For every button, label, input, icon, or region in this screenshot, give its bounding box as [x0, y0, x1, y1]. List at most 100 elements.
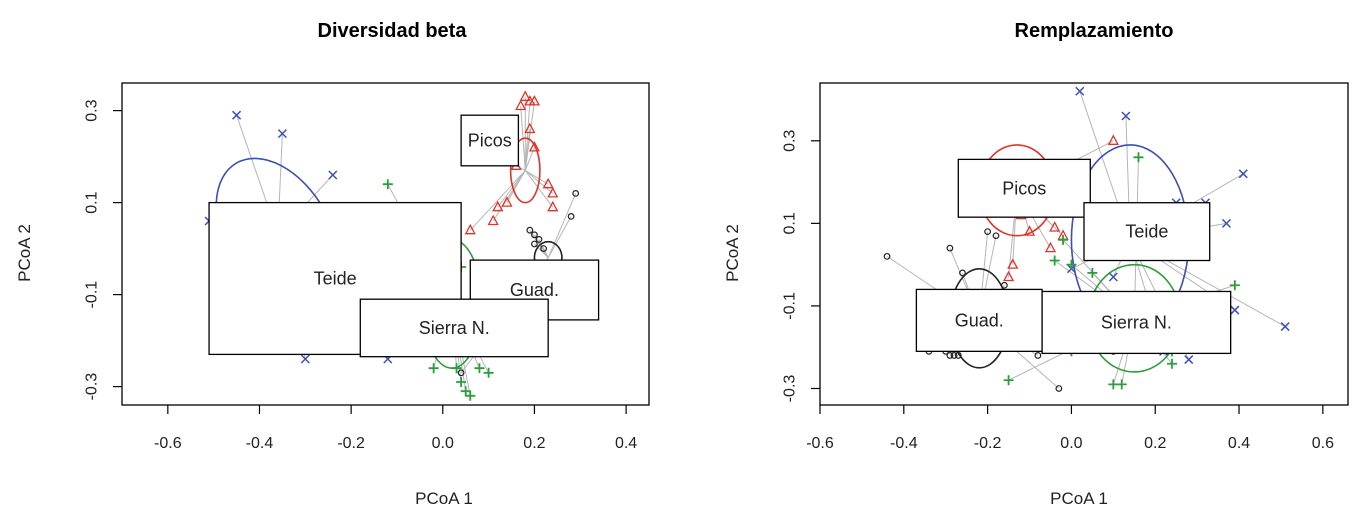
spider-line: [547, 193, 577, 258]
group-label: Teide: [314, 269, 357, 289]
y-tick-label: 0.3: [84, 99, 101, 121]
data-point: [572, 189, 580, 197]
panel-remplazamiento: Remplazamiento PCoA 1 PCoA 2 -0.6 -0.4 -0.…: [723, 20, 1349, 508]
data-point: [1066, 259, 1077, 270]
y-tick-label: 0.1: [84, 191, 101, 213]
data-point: [540, 245, 547, 253]
plot-frame: [121, 82, 650, 406]
data-point: [1023, 225, 1036, 236]
data-point: [515, 99, 527, 111]
group-label-box: [1083, 202, 1211, 262]
group-label: Picos: [468, 131, 512, 151]
spider-line: [525, 169, 549, 185]
data-point: [1034, 352, 1042, 359]
x-tick-label: -0.4: [246, 435, 274, 452]
data-point: [1108, 379, 1119, 390]
data-point: [883, 252, 891, 260]
data-point: [483, 367, 494, 378]
data-point: [465, 390, 476, 401]
data-point: [1116, 379, 1127, 390]
x-tick-label: -0.6: [154, 435, 182, 452]
data-point: [1221, 218, 1232, 228]
group-ellipse: [509, 137, 541, 204]
spider-line: [524, 128, 531, 171]
x-axis-label: PCoA 1: [415, 489, 473, 508]
data-point: [1108, 272, 1118, 282]
y-tick-label: 0.1: [782, 212, 799, 234]
data-point: [428, 363, 439, 374]
panel-diversidad-beta: Diversidad beta PCoA 1 PCoA 2 -0.6 -0.4 -0…: [15, 20, 650, 508]
group-label-box: [915, 288, 1043, 352]
data-point: [547, 200, 559, 212]
data-point: [567, 212, 575, 220]
data-point: [1167, 358, 1177, 369]
data-point: [959, 269, 966, 277]
spider-line: [543, 248, 549, 259]
data-point: [1107, 134, 1119, 145]
chart-title: Diversidad beta: [318, 20, 468, 42]
spider-line: [524, 101, 531, 171]
x-tick-label: 0.0: [1060, 435, 1082, 452]
data-point: [547, 187, 559, 198]
data-point: [519, 90, 531, 101]
data-point: [1044, 241, 1057, 253]
x-tick-label: -0.2: [974, 435, 1002, 452]
y-tick-label: -0.1: [84, 281, 101, 309]
x-tick-label: 0.6: [1312, 435, 1334, 452]
x-tick-label: 0.4: [1228, 435, 1250, 452]
data-point: [456, 377, 467, 387]
data-point: [531, 240, 538, 248]
data-point: [1049, 255, 1060, 266]
group-label: Guad.: [510, 280, 559, 300]
spider-line: [524, 170, 554, 208]
data-point: [1003, 375, 1014, 386]
data-point: [1075, 86, 1085, 96]
data-point: [542, 177, 554, 189]
x-tick-label: 0.4: [615, 435, 637, 452]
x-tick-label: 0.2: [1144, 435, 1166, 452]
group-label: Picos: [1002, 178, 1046, 198]
plot-frame: [819, 82, 1349, 406]
x-tick-label: -0.2: [337, 435, 365, 452]
data-point: [1238, 169, 1248, 179]
data-point: [526, 226, 534, 234]
group-label: Sierra N.: [419, 318, 490, 338]
plot-area: -0.6 -0.4 -0.2 0.0 0.2 0.4 0.6 -0.3 -0.1 0.1 0.3 Pi…: [782, 86, 1334, 452]
data-point: [451, 363, 462, 374]
data-point: [1049, 221, 1061, 232]
group-label: Guad.: [955, 310, 1004, 330]
data-point: [1000, 281, 1008, 289]
data-point: [1280, 322, 1290, 332]
data-point: [1058, 234, 1069, 245]
data-point: [950, 352, 958, 359]
data-point: [528, 95, 541, 106]
data-point: [946, 244, 954, 252]
data-point: [524, 122, 536, 134]
data-point: [954, 352, 962, 359]
x-tick-label: -0.6: [806, 435, 834, 452]
x-axis-label: PCoA 1: [1050, 489, 1108, 508]
data-point: [1087, 267, 1098, 278]
y-tick-label: 0.3: [782, 130, 799, 152]
data-point: [328, 170, 338, 180]
data-point: [946, 352, 954, 359]
data-point: [492, 200, 504, 212]
data-point: [300, 354, 310, 364]
data-point: [1184, 355, 1194, 365]
group-label-box: [957, 158, 1091, 218]
data-point: [460, 386, 471, 397]
group-label-box: [359, 298, 549, 358]
data-point: [984, 228, 992, 236]
data-point: [464, 223, 476, 235]
data-point: [528, 141, 541, 152]
x-tick-label: -0.4: [890, 435, 918, 452]
spider-line: [547, 216, 572, 259]
data-point: [1002, 270, 1015, 282]
data-point: [457, 369, 465, 377]
spider-line: [469, 170, 526, 231]
group-label-box: [1041, 290, 1232, 355]
data-point: [382, 179, 393, 190]
data-point: [1133, 152, 1144, 163]
data-point: [531, 231, 538, 239]
y-tick-label: -0.3: [84, 373, 101, 401]
